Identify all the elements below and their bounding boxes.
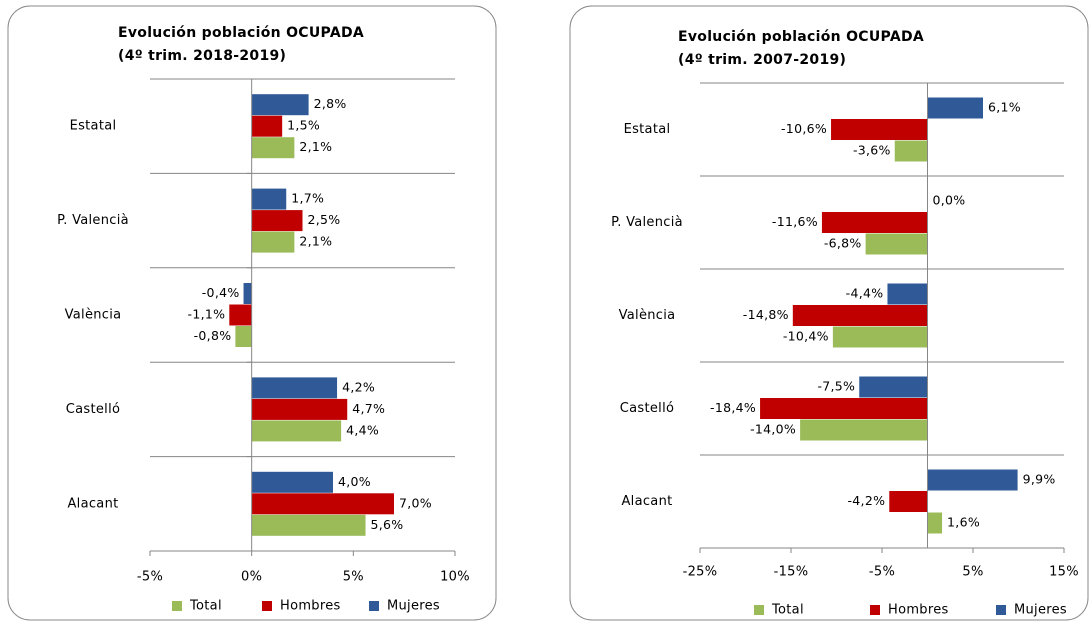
bar bbox=[235, 326, 252, 347]
data-label: -3,6% bbox=[853, 143, 891, 158]
chart-title: Evolución población OCUPADA bbox=[678, 29, 924, 45]
data-label: 4,0% bbox=[338, 474, 371, 489]
bar bbox=[800, 419, 928, 441]
bar bbox=[865, 233, 928, 255]
x-tick-label: -5% bbox=[869, 565, 895, 580]
legend-label: Total bbox=[189, 599, 222, 614]
data-label: -10,6% bbox=[781, 121, 827, 136]
bar bbox=[251, 377, 338, 399]
x-tick-label: 5% bbox=[343, 570, 364, 585]
bar bbox=[251, 231, 295, 253]
y-tick-label: Castelló bbox=[620, 401, 675, 416]
y-tick-label: València bbox=[65, 308, 122, 323]
x-tick-label: 15% bbox=[1049, 565, 1079, 580]
bar bbox=[251, 493, 394, 515]
bar bbox=[887, 283, 928, 305]
y-tick-label: P. Valencià bbox=[57, 213, 129, 228]
y-tick-label: Alacant bbox=[67, 496, 118, 511]
legend-swatch bbox=[172, 601, 182, 611]
legend-swatch bbox=[870, 605, 880, 615]
bar bbox=[251, 210, 303, 232]
legend-label: Mujeres bbox=[387, 599, 440, 614]
bar bbox=[927, 512, 943, 534]
bar bbox=[229, 304, 252, 326]
x-tick-label: -15% bbox=[774, 565, 809, 580]
data-label: -4,2% bbox=[847, 493, 885, 508]
data-label: 4,7% bbox=[352, 401, 385, 416]
y-tick-label: Estatal bbox=[624, 122, 671, 137]
legend-swatch bbox=[996, 605, 1006, 615]
data-label: -6,8% bbox=[824, 236, 862, 251]
legend-label: Hombres bbox=[888, 603, 949, 618]
data-label: 6,1% bbox=[988, 100, 1021, 115]
x-tick-label: -5% bbox=[137, 570, 163, 585]
data-label: 1,7% bbox=[291, 191, 324, 206]
data-label: -0,8% bbox=[194, 328, 232, 343]
y-tick-label: P. Valencià bbox=[611, 215, 683, 230]
data-label: 9,9% bbox=[1023, 472, 1056, 487]
data-label: -18,4% bbox=[710, 400, 756, 415]
bar bbox=[821, 212, 928, 233]
data-label: -14,8% bbox=[743, 307, 789, 322]
data-label: -0,4% bbox=[202, 285, 240, 300]
data-label: -11,6% bbox=[772, 214, 818, 229]
bar bbox=[251, 398, 348, 420]
data-label: 1,6% bbox=[947, 515, 980, 530]
data-label: -4,4% bbox=[846, 286, 884, 301]
data-label: 2,5% bbox=[308, 212, 341, 227]
y-tick-label: Alacant bbox=[621, 494, 672, 509]
bar bbox=[832, 326, 928, 348]
bar bbox=[927, 97, 984, 119]
data-label: 2,1% bbox=[299, 234, 332, 249]
x-tick-label: -25% bbox=[683, 565, 718, 580]
data-label: 2,1% bbox=[299, 139, 332, 154]
data-label: 4,4% bbox=[346, 422, 379, 437]
y-tick-label: Estatal bbox=[70, 119, 117, 134]
bar bbox=[889, 491, 928, 512]
bar bbox=[831, 119, 928, 140]
bar bbox=[251, 137, 295, 159]
data-label: 7,0% bbox=[399, 495, 432, 510]
bar bbox=[792, 305, 928, 326]
data-label: 4,2% bbox=[342, 379, 375, 394]
legend-swatch bbox=[754, 605, 764, 615]
data-label: -1,1% bbox=[188, 307, 226, 322]
bar bbox=[251, 115, 283, 137]
data-label: -10,4% bbox=[783, 329, 829, 344]
y-tick-label: València bbox=[619, 308, 676, 323]
data-label: 5,6% bbox=[371, 517, 404, 532]
bar bbox=[760, 398, 928, 419]
bar bbox=[927, 469, 1018, 491]
bar bbox=[251, 94, 309, 116]
chart-title: Evolución población OCUPADA bbox=[118, 25, 364, 41]
chart-subtitle: (4º trim. 2018-2019) bbox=[118, 48, 286, 64]
data-label: 1,5% bbox=[287, 118, 320, 133]
chart-subtitle: (4º trim. 2007-2019) bbox=[678, 52, 846, 68]
y-tick-label: Castelló bbox=[66, 402, 121, 417]
data-label: 0,0% bbox=[933, 193, 966, 208]
bar bbox=[243, 283, 252, 304]
data-label: 2,8% bbox=[314, 96, 347, 111]
legend-label: Mujeres bbox=[1014, 603, 1067, 618]
bar bbox=[251, 420, 342, 442]
bar bbox=[251, 514, 366, 536]
bar bbox=[859, 376, 928, 398]
x-tick-label: 5% bbox=[962, 565, 983, 580]
x-tick-label: 10% bbox=[440, 570, 470, 585]
x-tick-label: 0% bbox=[241, 570, 262, 585]
bar bbox=[251, 471, 333, 493]
bar bbox=[894, 140, 928, 162]
data-label: -7,5% bbox=[817, 379, 855, 394]
legend-swatch bbox=[262, 601, 272, 611]
data-label: -14,0% bbox=[750, 422, 796, 437]
legend-label: Hombres bbox=[280, 599, 341, 614]
legend-swatch bbox=[369, 601, 379, 611]
bar bbox=[251, 188, 287, 210]
legend-label: Total bbox=[771, 603, 804, 618]
